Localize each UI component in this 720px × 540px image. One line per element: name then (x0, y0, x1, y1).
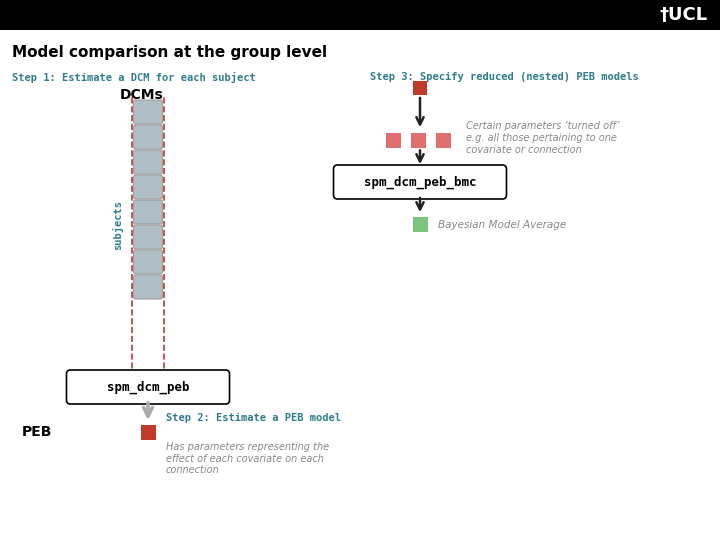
Bar (386, 132, 401, 147)
FancyBboxPatch shape (133, 200, 163, 224)
Text: Step 3: Specify reduced (nested) PEB models: Step 3: Specify reduced (nested) PEB mod… (370, 72, 639, 82)
FancyBboxPatch shape (133, 150, 163, 174)
Text: DCMs: DCMs (120, 88, 163, 102)
FancyBboxPatch shape (133, 250, 163, 274)
FancyBboxPatch shape (66, 370, 230, 404)
Bar (413, 81, 427, 95)
Bar (140, 425, 156, 440)
Text: PEB: PEB (22, 426, 52, 440)
Text: Step 2: Estimate a PEB model: Step 2: Estimate a PEB model (166, 413, 341, 423)
Bar (413, 217, 428, 232)
Text: Step 1: Estimate a DCM for each subject: Step 1: Estimate a DCM for each subject (12, 72, 256, 83)
FancyBboxPatch shape (133, 175, 163, 199)
FancyBboxPatch shape (133, 100, 163, 124)
Text: Model comparison at the group level: Model comparison at the group level (12, 45, 327, 60)
Text: Certain parameters ‘turned off’
e.g. all those pertaining to one
covariate or co: Certain parameters ‘turned off’ e.g. all… (466, 122, 619, 154)
FancyBboxPatch shape (133, 225, 163, 249)
Bar (411, 132, 426, 147)
FancyBboxPatch shape (133, 275, 163, 299)
Text: Has parameters representing the
effect of each covariate on each
connection: Has parameters representing the effect o… (166, 442, 329, 475)
FancyBboxPatch shape (333, 165, 506, 199)
Bar (436, 132, 451, 147)
FancyBboxPatch shape (133, 125, 163, 149)
Text: Bayesian Model Average: Bayesian Model Average (438, 219, 566, 230)
Text: subjects: subjects (112, 200, 124, 250)
Bar (0, 0, 720, 30)
Text: spm_dcm_peb: spm_dcm_peb (107, 380, 189, 394)
Text: spm_dcm_peb_bmc: spm_dcm_peb_bmc (364, 176, 476, 188)
Text: †UCL: †UCL (660, 6, 708, 24)
